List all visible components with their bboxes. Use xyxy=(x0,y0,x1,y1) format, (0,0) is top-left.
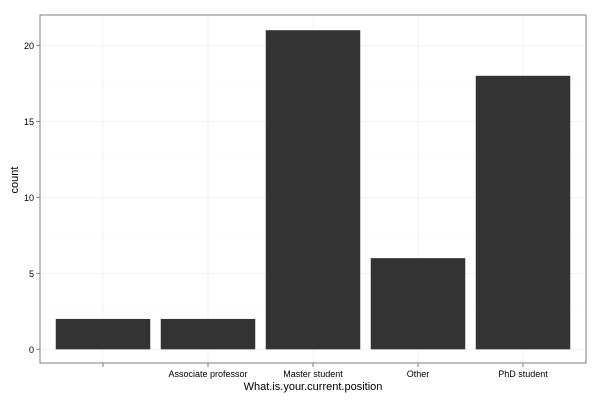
y-axis-title: count xyxy=(9,167,21,194)
bar xyxy=(55,318,151,350)
bars xyxy=(55,30,571,350)
y-axis-ticks: 0 5 10 15 20 xyxy=(24,41,40,355)
y-tick-label: 15 xyxy=(24,117,34,127)
bar xyxy=(160,318,256,350)
x-tick-label: Associate professor xyxy=(168,369,247,379)
y-tick-label: 0 xyxy=(29,345,34,355)
x-tick-label: Other xyxy=(407,369,430,379)
x-tick-label: PhD student xyxy=(498,369,548,379)
bar xyxy=(475,75,571,350)
x-axis-ticks: Associate professor Master student Other Ph… xyxy=(102,363,548,379)
bar xyxy=(265,30,361,350)
bar xyxy=(370,258,466,350)
x-axis-title: What.is.your.current.position xyxy=(244,381,383,393)
x-tick-label: Master student xyxy=(283,369,343,379)
y-tick-label: 20 xyxy=(24,41,34,51)
y-tick-label: 10 xyxy=(24,193,34,203)
y-tick-label: 5 xyxy=(29,269,34,279)
